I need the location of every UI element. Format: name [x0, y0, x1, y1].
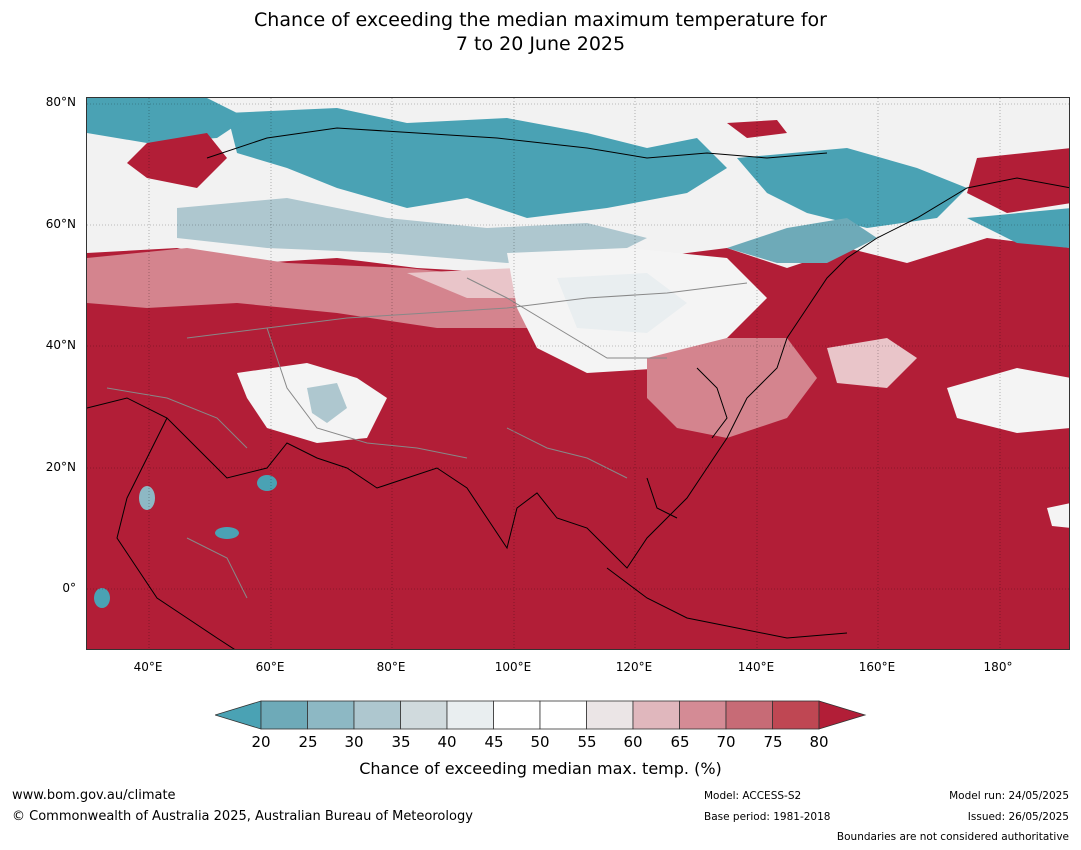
lat-label-60n: 60°N: [45, 217, 76, 231]
footer-website[interactable]: www.bom.gov.au/climate: [12, 788, 176, 803]
colorbar-bin-45-50: [493, 700, 541, 730]
region-cool-spot-africa: [215, 527, 239, 539]
region-neutral-pacific-2: [827, 338, 917, 388]
colorbar-over-arrow: [818, 700, 867, 730]
coastlines: [87, 127, 1069, 649]
colorbar-tick-80: 80: [809, 733, 829, 751]
colorbar-tick-25: 25: [298, 733, 318, 751]
region-hot-far-northeast: [967, 148, 1069, 213]
lat-label-80n: 80°N: [45, 95, 76, 109]
colorbar-bin-20-25: [260, 700, 308, 730]
colorbar-tick-30: 30: [344, 733, 364, 751]
colorbar-svg: [213, 700, 867, 730]
region-warm-central-asia: [87, 248, 557, 328]
colorbar-tick-75: 75: [763, 733, 783, 751]
forecast-map: [86, 97, 1070, 650]
region-cool-mid: [177, 198, 647, 263]
lon-label-40e: 40°E: [133, 660, 163, 674]
lon-label-180: 180°: [983, 660, 1013, 674]
colorbar-tick-70: 70: [716, 733, 736, 751]
colorbar-tick-50: 50: [530, 733, 550, 751]
footer-model-run: Model run: 24/05/2025: [949, 790, 1069, 802]
graticule: [87, 98, 1069, 649]
lon-label-80e: 80°E: [376, 660, 406, 674]
lat-label-40n: 40°N: [45, 338, 76, 352]
region-cold-siberia: [227, 108, 727, 218]
colorbar-tick-65: 65: [670, 733, 690, 751]
region-neutral-pacific-1: [947, 368, 1069, 433]
region-hot-scandinavia: [127, 133, 227, 188]
colorbar-bin-70-75: [725, 700, 773, 730]
footer-base-period: Base period: 1981-2018: [704, 811, 831, 823]
lon-label-100e: 100°E: [494, 660, 532, 674]
colorbar-bin-50-55: [539, 700, 587, 730]
region-cool-spot-arabia: [257, 475, 277, 491]
footer-disclaimer: Boundaries are not considered authoritat…: [836, 831, 1069, 843]
colorbar-tick-20: 20: [251, 733, 271, 751]
colorbar-bin-35-40: [400, 700, 448, 730]
region-cold-far-northeast: [967, 208, 1069, 248]
lat-label-20n: 20°N: [45, 460, 76, 474]
lat-label-0: 0°: [62, 581, 76, 595]
map-title: Chance of exceeding the median maximum t…: [0, 8, 1081, 56]
colorbar-bin-30-35: [353, 700, 401, 730]
colorbar-tick-45: 45: [484, 733, 504, 751]
lon-label-60e: 60°E: [255, 660, 285, 674]
colorbar: [213, 700, 867, 736]
footer-model: Model: ACCESS-S2: [704, 790, 802, 802]
colorbar-bin-25-30: [307, 700, 355, 730]
map-svg: [87, 98, 1069, 649]
lon-label-120e: 120°E: [615, 660, 653, 674]
colorbar-tick-40: 40: [437, 733, 457, 751]
title-line-1: Chance of exceeding the median maximum t…: [254, 9, 827, 31]
region-warm-northeast-asia: [647, 338, 817, 438]
colorbar-tick-35: 35: [391, 733, 411, 751]
region-cool-spot-lake: [94, 588, 110, 608]
colorbar-bin-75-80: [772, 700, 820, 730]
region-cool-spot-red-sea: [139, 486, 155, 510]
colorbar-tick-55: 55: [577, 733, 597, 751]
colorbar-tick-60: 60: [623, 733, 643, 751]
region-neutral-pacific-3: [1047, 503, 1069, 528]
lon-label-160e: 160°E: [858, 660, 896, 674]
footer-copyright: © Commonwealth of Australia 2025, Austra…: [12, 809, 473, 824]
region-cool-mongolia: [557, 273, 687, 333]
colorbar-under-arrow: [213, 700, 262, 730]
footer-issued: Issued: 26/05/2025: [967, 811, 1069, 823]
region-cold-east: [737, 148, 967, 228]
colorbar-bin-55-60: [586, 700, 634, 730]
region-cold-northwest: [87, 98, 247, 143]
title-line-2: 7 to 20 June 2025: [455, 33, 626, 55]
lon-label-140e: 140°E: [737, 660, 775, 674]
colorbar-bin-60-65: [632, 700, 680, 730]
region-cold-kamchatka: [727, 218, 877, 263]
colorbar-bin-40-45: [446, 700, 494, 730]
region-cool-west-asia: [307, 383, 347, 423]
country-borders: [106, 277, 748, 599]
colorbar-bin-65-70: [679, 700, 727, 730]
region-hot-arctic-island: [727, 120, 787, 138]
colorbar-label: Chance of exceeding median max. temp. (%…: [359, 759, 722, 778]
